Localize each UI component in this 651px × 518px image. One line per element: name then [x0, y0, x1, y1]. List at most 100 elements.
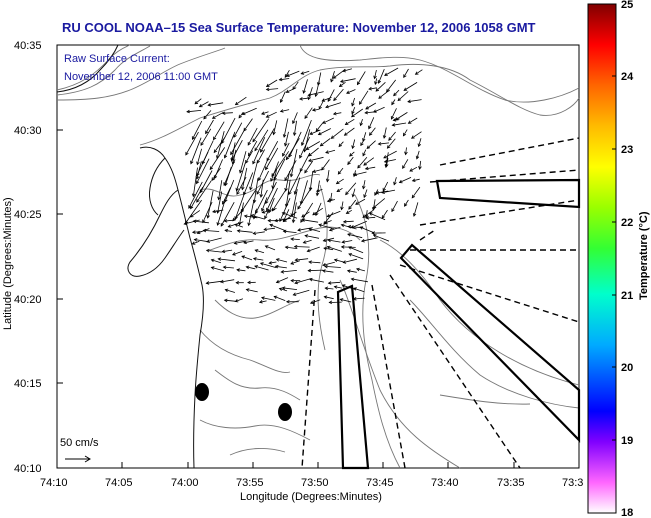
- current-vector: [309, 129, 321, 135]
- x-tick-label: 73:50: [301, 477, 329, 489]
- current-vector: [334, 286, 343, 289]
- current-vector: [185, 131, 199, 156]
- current-vector-head: [297, 205, 301, 210]
- current-vector: [360, 118, 363, 126]
- current-vector-head: [245, 265, 250, 270]
- colorbar-tick-label: 23: [621, 144, 633, 156]
- current-vector-head: [265, 83, 270, 87]
- current-vector: [416, 150, 420, 159]
- current-vector: [220, 279, 235, 283]
- current-vector-head: [362, 214, 366, 218]
- bathymetry-contours: [56, 44, 580, 469]
- current-vector-head: [196, 180, 200, 185]
- current-vector-head: [333, 97, 337, 102]
- current-vector: [223, 266, 234, 269]
- current-vector-head: [373, 75, 377, 80]
- current-vector-head: [217, 196, 221, 201]
- current-vector-head: [340, 245, 345, 249]
- current-vector: [261, 197, 268, 212]
- current-vector-head: [221, 249, 226, 254]
- current-vector: [259, 300, 267, 303]
- current-vector-head: [337, 171, 342, 175]
- current-vector-head: [377, 80, 382, 84]
- current-vector-head: [346, 269, 351, 273]
- current-vector-head: [288, 191, 292, 196]
- current-vector: [261, 111, 269, 115]
- current-vector: [288, 170, 302, 195]
- current-vector: [349, 151, 355, 157]
- current-vector: [324, 296, 334, 300]
- current-vector-head: [231, 157, 235, 162]
- current-vector: [235, 298, 244, 302]
- current-vector: [354, 171, 367, 176]
- current-vector: [240, 188, 257, 213]
- current-vector-head: [326, 245, 331, 250]
- current-vector-head: [186, 109, 190, 114]
- current-vector: [248, 140, 258, 156]
- current-vector: [322, 270, 334, 273]
- current-vector: [300, 180, 308, 205]
- current-vector: [276, 258, 288, 263]
- current-vector-head: [224, 228, 229, 233]
- current-vector-head: [292, 292, 297, 296]
- current-vector: [279, 288, 288, 292]
- current-vector: [196, 180, 212, 203]
- current-vector: [243, 118, 253, 132]
- current-vector: [361, 237, 378, 242]
- current-vector: [203, 230, 220, 232]
- surface-current-vectors: [183, 67, 423, 305]
- current-vector-head: [338, 143, 343, 148]
- current-vector-head: [284, 142, 288, 147]
- current-vector: [352, 188, 356, 197]
- current-vector: [213, 121, 225, 140]
- current-vector-head: [333, 258, 338, 262]
- current-vector: [184, 219, 200, 225]
- current-vector-head: [404, 203, 408, 207]
- current-vector: [333, 112, 342, 115]
- current-vector-head: [227, 224, 232, 228]
- current-vector: [192, 240, 200, 245]
- current-vector-head: [347, 161, 351, 166]
- current-vector-head: [254, 265, 258, 269]
- current-vector-head: [382, 187, 386, 192]
- current-vector-head: [414, 71, 419, 75]
- current-vector-head: [203, 115, 207, 120]
- current-vector-head: [259, 262, 264, 266]
- current-vector-head: [327, 98, 331, 102]
- current-vector: [232, 251, 243, 256]
- x-tick-label: 73:45: [366, 477, 394, 489]
- current-vector: [378, 142, 390, 145]
- current-vector: [197, 228, 210, 234]
- current-vector: [247, 127, 258, 146]
- current-vector: [243, 172, 254, 195]
- current-vector-head: [196, 230, 201, 235]
- current-vector: [374, 70, 377, 79]
- current-vector-head: [259, 194, 264, 198]
- current-vector-head: [327, 238, 332, 243]
- current-vector: [203, 110, 212, 120]
- current-vector: [290, 149, 298, 177]
- current-vector-head: [257, 177, 262, 182]
- current-vector-head: [341, 284, 346, 288]
- current-vector-head: [322, 263, 327, 267]
- current-vector: [327, 246, 342, 252]
- current-vector: [285, 246, 298, 249]
- current-vector-head: [280, 269, 285, 274]
- current-vector: [305, 141, 321, 150]
- current-vector: [299, 136, 310, 159]
- current-vector: [222, 112, 233, 114]
- current-vector-head: [209, 166, 214, 171]
- current-vector: [405, 147, 407, 155]
- current-vector-head: [252, 160, 256, 165]
- current-vector: [359, 226, 375, 234]
- current-vector-head: [210, 258, 215, 263]
- current-vector-head: [351, 102, 355, 107]
- current-vector: [345, 182, 357, 195]
- current-vector: [222, 249, 233, 253]
- current-vector-head: [411, 178, 416, 182]
- current-vector: [253, 231, 265, 234]
- current-vector: [265, 181, 277, 204]
- current-vector: [301, 119, 312, 146]
- current-vector-head: [290, 261, 295, 265]
- current-vector: [365, 210, 368, 218]
